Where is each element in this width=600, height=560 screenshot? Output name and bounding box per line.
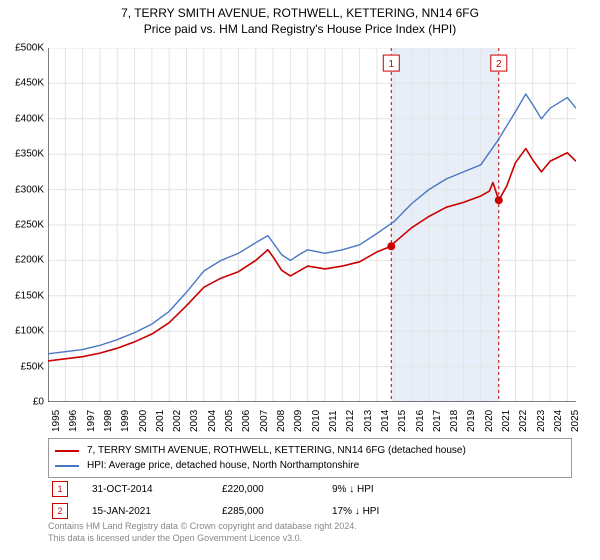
x-tick-label: 2016: [415, 410, 426, 432]
x-tick-label: 2023: [536, 410, 547, 432]
x-tick-label: 2021: [501, 410, 512, 432]
y-tick-label: £200K: [4, 255, 44, 266]
chart-container: 7, TERRY SMITH AVENUE, ROTHWELL, KETTERI…: [0, 0, 600, 560]
legend-row-hpi: HPI: Average price, detached house, Nort…: [55, 458, 565, 473]
x-tick-label: 1997: [86, 410, 97, 432]
sale-date-2: 15-JAN-2021: [92, 506, 222, 517]
sale-row-2: 2 15-JAN-2021 £285,000 17% ↓ HPI: [48, 500, 572, 522]
x-tick-label: 2011: [328, 410, 339, 432]
x-tick-label: 2007: [259, 410, 270, 432]
sale-price-2: £285,000: [222, 506, 332, 517]
legend-swatch-property: [55, 450, 79, 452]
x-tick-label: 2009: [293, 410, 304, 432]
sale-callout-2: 2: [52, 503, 68, 519]
y-tick-label: £50K: [4, 361, 44, 372]
x-tick-label: 2005: [224, 410, 235, 432]
sale-date-1: 31-OCT-2014: [92, 484, 222, 495]
x-tick-label: 2020: [484, 410, 495, 432]
attribution-line2: This data is licensed under the Open Gov…: [48, 532, 572, 544]
chart-area: 12: [48, 48, 576, 402]
x-tick-label: 2002: [172, 410, 183, 432]
x-tick-label: 2008: [276, 410, 287, 432]
y-tick-label: £500K: [4, 43, 44, 54]
sales-table: 1 31-OCT-2014 £220,000 9% ↓ HPI 2 15-JAN…: [48, 478, 572, 522]
legend-label-property: 7, TERRY SMITH AVENUE, ROTHWELL, KETTERI…: [87, 443, 466, 458]
sale-diff-1: 9% ↓ HPI: [332, 484, 572, 495]
legend-swatch-hpi: [55, 465, 79, 467]
x-tick-label: 2001: [155, 410, 166, 432]
title-line1: 7, TERRY SMITH AVENUE, ROTHWELL, KETTERI…: [0, 6, 600, 20]
y-tick-label: £450K: [4, 78, 44, 89]
y-tick-label: £0: [4, 397, 44, 408]
svg-text:1: 1: [389, 59, 395, 70]
x-tick-label: 2024: [553, 410, 564, 432]
legend-row-property: 7, TERRY SMITH AVENUE, ROTHWELL, KETTERI…: [55, 443, 565, 458]
y-tick-label: £250K: [4, 220, 44, 231]
attribution: Contains HM Land Registry data © Crown c…: [48, 520, 572, 544]
x-tick-label: 2004: [207, 410, 218, 432]
sale-callout-1: 1: [52, 481, 68, 497]
legend-label-hpi: HPI: Average price, detached house, Nort…: [87, 458, 359, 473]
x-tick-label: 2003: [189, 410, 200, 432]
x-tick-label: 1996: [68, 410, 79, 432]
y-tick-label: £100K: [4, 326, 44, 337]
x-tick-label: 2000: [138, 410, 149, 432]
x-tick-label: 2015: [397, 410, 408, 432]
attribution-line1: Contains HM Land Registry data © Crown c…: [48, 520, 572, 532]
title-block: 7, TERRY SMITH AVENUE, ROTHWELL, KETTERI…: [0, 0, 600, 36]
x-tick-label: 2010: [311, 410, 322, 432]
x-tick-label: 2006: [241, 410, 252, 432]
title-line2: Price paid vs. HM Land Registry's House …: [0, 22, 600, 36]
x-tick-label: 2018: [449, 410, 460, 432]
x-tick-label: 1999: [120, 410, 131, 432]
y-tick-label: £150K: [4, 290, 44, 301]
x-tick-label: 2022: [518, 410, 529, 432]
x-tick-label: 2017: [432, 410, 443, 432]
x-tick-label: 2013: [363, 410, 374, 432]
legend-box: 7, TERRY SMITH AVENUE, ROTHWELL, KETTERI…: [48, 438, 572, 478]
line-chart-svg: 12: [48, 48, 576, 402]
y-tick-label: £400K: [4, 113, 44, 124]
x-tick-label: 2025: [570, 410, 581, 432]
y-tick-label: £350K: [4, 149, 44, 160]
x-tick-label: 1998: [103, 410, 114, 432]
svg-text:2: 2: [496, 59, 502, 70]
x-tick-label: 2019: [466, 410, 477, 432]
x-tick-label: 2014: [380, 410, 391, 432]
sale-price-1: £220,000: [222, 484, 332, 495]
sale-diff-2: 17% ↓ HPI: [332, 506, 572, 517]
x-tick-label: 2012: [345, 410, 356, 432]
y-tick-label: £300K: [4, 184, 44, 195]
sale-row-1: 1 31-OCT-2014 £220,000 9% ↓ HPI: [48, 478, 572, 500]
x-tick-label: 1995: [51, 410, 62, 432]
